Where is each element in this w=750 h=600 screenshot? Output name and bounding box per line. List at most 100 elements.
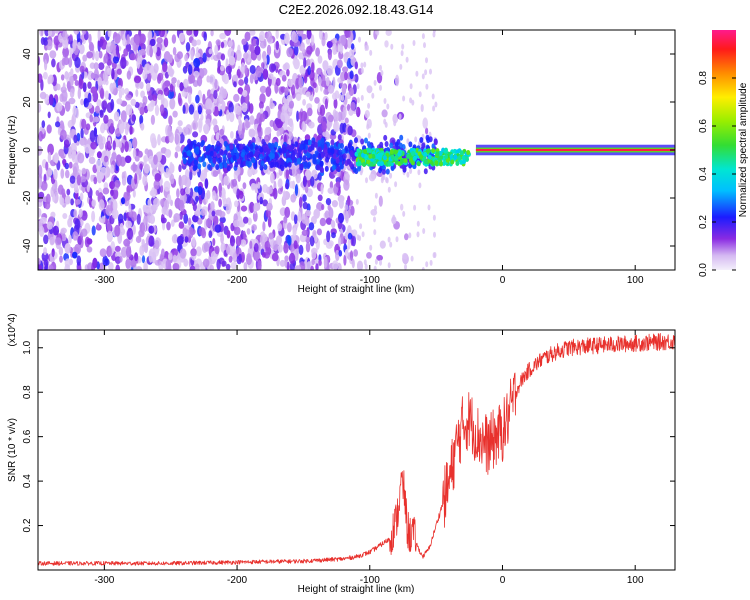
heatmap-cell — [290, 194, 297, 203]
heatmap-cell — [322, 60, 329, 71]
heatmap-cell — [182, 104, 186, 115]
heatmap-cell — [286, 94, 293, 102]
heatmap-cell — [139, 81, 144, 90]
heatmap-cell — [262, 199, 268, 207]
heatmap-cell — [116, 98, 123, 105]
heatmap-cell — [128, 203, 132, 213]
heatmap-cell — [177, 92, 182, 105]
heatmap-cell — [421, 73, 425, 80]
heatmap-cell — [262, 233, 268, 243]
heatmap-cell — [120, 57, 127, 69]
heatmap-cell — [106, 230, 113, 243]
heatmap-cell — [180, 188, 186, 196]
heatmap-cell — [369, 161, 374, 167]
heatmap-cell — [259, 146, 264, 153]
heatmap-cell — [191, 237, 196, 247]
heatmap-cell — [278, 147, 283, 154]
heatmap-cell — [306, 58, 311, 66]
heatmap-cell — [47, 111, 51, 119]
heatmap-cell — [359, 223, 363, 230]
heatmap-cell — [233, 93, 240, 103]
heatmap-cell — [360, 62, 364, 69]
heatmap-cell — [431, 93, 435, 100]
heatmap-cell — [236, 188, 240, 200]
heatmap-cell — [364, 137, 368, 144]
heatmap-cell — [355, 198, 359, 205]
heatmap-cell — [147, 198, 152, 207]
heatmap-cell — [83, 97, 89, 108]
heatmap-cell — [228, 55, 236, 66]
heatmap-cell — [77, 41, 81, 50]
heatmap-cell — [116, 68, 122, 75]
heatmap-cell — [341, 148, 346, 155]
heatmap-cell — [317, 141, 322, 148]
heatmap-cell — [330, 139, 335, 146]
heatmap-cell — [256, 38, 260, 47]
heatmap-cell — [99, 88, 104, 99]
heatmap-cell — [143, 105, 149, 114]
heatmap-cell — [74, 80, 79, 86]
heatmap-cell — [48, 94, 54, 106]
heatmap-cell — [313, 158, 318, 165]
heatmap-cell — [205, 218, 212, 228]
heatmap-cell — [81, 118, 87, 130]
heatmap-cell — [305, 209, 312, 217]
heatmap-cell — [54, 152, 59, 164]
heatmap-cell — [331, 164, 336, 171]
heatmap-cell — [432, 105, 436, 112]
heatmap-cell — [323, 238, 328, 245]
colorbar-tick-label: 0.0 — [698, 263, 709, 277]
heatmap-cell — [201, 139, 205, 146]
heatmap-cell — [219, 128, 225, 136]
heatmap-cell — [112, 140, 116, 151]
heatmap-cell — [244, 76, 249, 85]
y-tick-label: 0.8 — [22, 385, 33, 399]
heatmap-cell — [92, 257, 98, 269]
heatmap-cell — [287, 161, 292, 168]
heatmap-cell — [344, 249, 349, 257]
heatmap-cell — [320, 142, 325, 149]
heatmap-cell — [240, 205, 248, 212]
colorbar-label: Normalized spectral amplitude — [738, 82, 749, 217]
heatmap-cell — [56, 83, 61, 91]
heatmap-cell — [354, 137, 358, 144]
heatmap-cell — [81, 30, 87, 35]
heatmap-cell — [88, 156, 96, 164]
heatmap-cell — [54, 237, 62, 246]
y-tick-label: 0 — [22, 147, 33, 153]
heatmap-cell — [308, 121, 315, 129]
heatmap-cell — [356, 83, 360, 90]
heatmap-cell — [118, 141, 122, 149]
heatmap-cell — [115, 44, 119, 57]
heatmap-cell — [432, 252, 436, 259]
heatmap-cell — [103, 121, 109, 131]
heatmap-cell — [450, 159, 455, 165]
heatmap-cell — [144, 63, 151, 75]
heatmap-cell — [207, 164, 212, 170]
heatmap-cell — [383, 98, 387, 104]
heatmap-cell — [233, 226, 241, 236]
heatmap-cell — [185, 187, 191, 195]
heatmap-cell — [148, 30, 153, 41]
heatmap-cell — [169, 163, 175, 174]
heatmap-cell — [169, 173, 175, 185]
heatmap-cell — [139, 114, 144, 125]
snr-frame — [37, 329, 676, 571]
heatmap-cell — [283, 134, 287, 144]
heatmap-cell — [291, 154, 296, 161]
heatmap-cell — [119, 256, 123, 263]
heatmap-cell — [376, 170, 384, 177]
heatmap-cell — [249, 201, 255, 214]
heatmap-cell — [319, 104, 326, 117]
heatmap-cell — [231, 178, 238, 187]
heatmap-cell — [225, 65, 232, 75]
heatmap-cell — [330, 219, 335, 228]
heatmap-cell — [381, 109, 388, 118]
heatmap-cell — [357, 260, 363, 270]
heatmap-cell — [63, 139, 70, 149]
heatmap-cell — [240, 239, 247, 247]
heatmap-cell — [91, 48, 95, 61]
heatmap-cell — [417, 169, 421, 176]
heatmap-cell — [380, 177, 384, 184]
heatmap-cell — [173, 233, 177, 244]
